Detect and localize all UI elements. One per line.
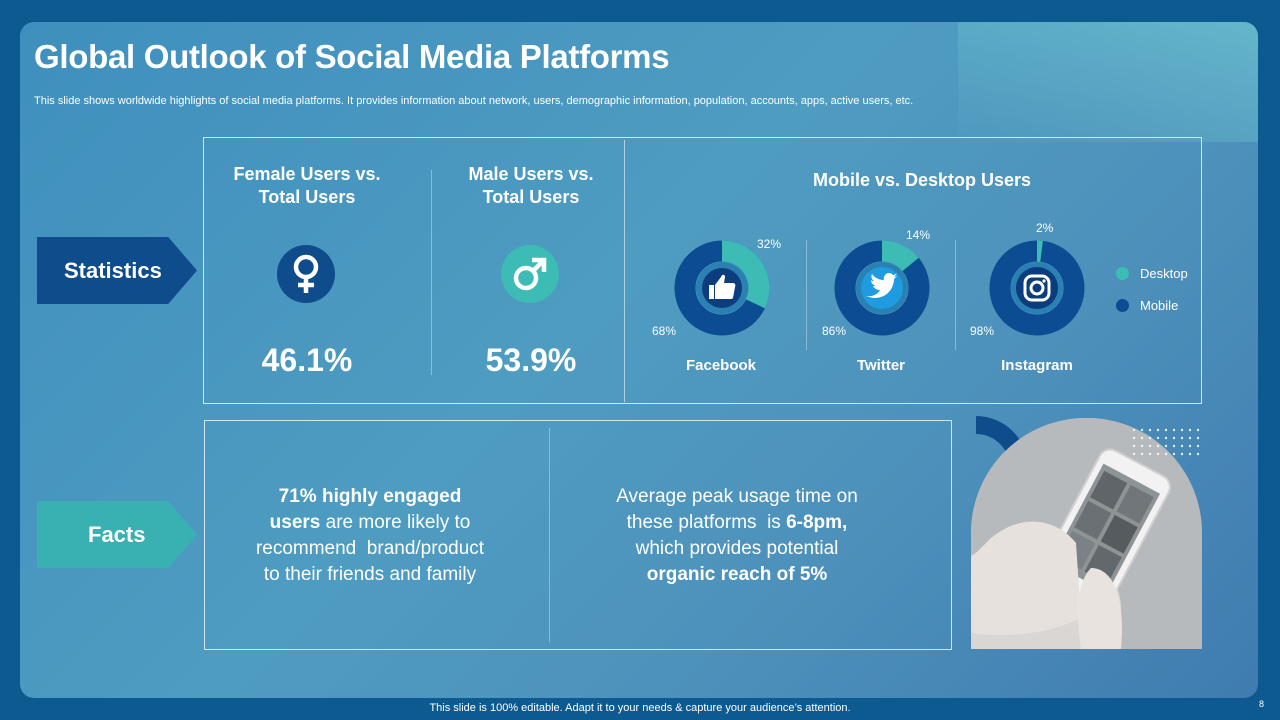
legend-desktop-text: Desktop [1140,266,1188,281]
phone-photo [971,418,1202,649]
fact-peak-usage: Average peak usage time on these platfor… [567,484,907,588]
divider [549,428,550,642]
donut-desktop-segment [834,240,930,336]
instagram-donut [989,240,1085,336]
legend-mobile-swatch [1116,299,1129,312]
female-heading-line1: Female Users vs. [233,164,381,184]
fact-right-peak-time: 6-8pm, [786,512,848,533]
fact-left-bold2: users [269,512,321,533]
male-heading-line2: Total Users [482,187,580,207]
facebook-desktop-label: 32% [757,237,782,251]
statistics-label-text: Statistics [64,257,162,283]
facebook-label: Facebook [685,357,757,374]
facebook-mobile-label: 68% [652,324,677,338]
male-users-heading: Male Users vs. Total Users [431,163,631,209]
statistics-panel [203,137,1202,404]
facts-panel [204,420,952,650]
divider [624,140,625,402]
fact-left-line3: recommend brand/product [255,538,485,559]
page-number: 8 [1258,699,1264,709]
slide-title: Global Outlook of Social Media Platforms [34,38,670,75]
legend-mobile: Mobile [1116,298,1178,313]
hand-holding-phone-illustration [971,418,1202,649]
instagram-mobile-label: 98% [970,324,995,338]
slide-frame [20,22,1258,698]
slide-footer: This slide is 100% editable. Adapt it to… [429,702,851,714]
donut-desktop-segment [989,240,1085,336]
female-symbol-icon [277,245,335,303]
fact-right-line3: which provides potential [635,538,839,559]
statistics-label: Statistics [37,237,197,304]
male-users-value: 53.9% [485,342,577,378]
instagram-label: Instagram [1001,357,1073,374]
donut-icon-bg [1016,267,1058,309]
instagram-desktop-label: 2% [1036,221,1054,235]
fact-engaged-users: 71% highly engaged users are more likely… [220,484,520,588]
slide-subtitle: This slide shows worldwide highlights of… [34,95,914,107]
fact-right-line1: Average peak usage time on [616,486,858,507]
fact-right-line4: organic reach of 5% [646,564,828,585]
facts-label-text: Facts [88,521,146,547]
female-heading-line2: Total Users [258,187,356,207]
fact-left-line2: are more likely to [320,512,471,533]
divider [431,170,432,375]
instagram-icon [1023,274,1051,302]
chart-title: Mobile vs. Desktop Users [812,170,1032,190]
legend-desktop-swatch [1116,267,1129,280]
fact-left-line1: 71% highly engaged [278,486,462,507]
legend-mobile-text: Mobile [1140,298,1179,313]
female-users-heading: Female Users vs. Total Users [207,163,407,209]
thumbs-up-icon [709,274,736,299]
decorative-dot-grid [1132,428,1200,456]
twitter-bird-icon [866,273,897,298]
twitter-mobile-label: 86% [822,324,847,338]
fact-left-line4: to their friends and family [263,564,477,585]
twitter-desktop-label: 14% [906,228,931,242]
facts-label: Facts [37,501,197,568]
male-symbol-icon [501,245,559,303]
divider [955,240,956,350]
legend-desktop: Desktop [1116,266,1188,281]
twitter-label: Twitter [856,357,906,374]
facebook-donut [674,240,770,336]
donut-desktop-segment [674,240,770,336]
divider [806,240,807,350]
male-heading-line1: Male Users vs. [468,164,594,184]
fact-right-line2: these platforms is [626,512,787,533]
twitter-donut [834,240,930,336]
female-users-value: 46.1% [261,342,353,378]
